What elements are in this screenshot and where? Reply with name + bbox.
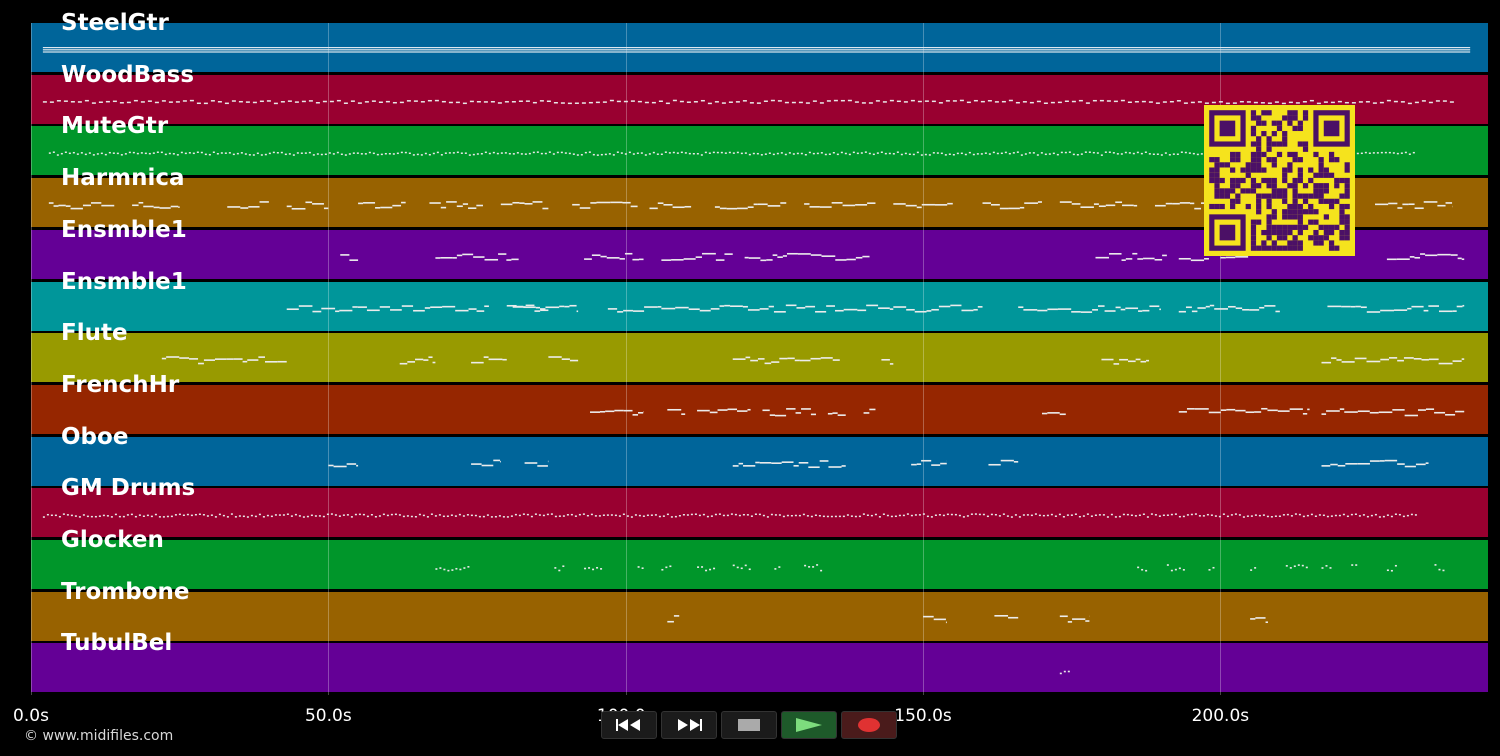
stop-button[interactable]: [721, 711, 777, 739]
track-lane[interactable]: Glocken: [31, 527, 1488, 589]
rewind-button[interactable]: [601, 711, 657, 739]
track-lane[interactable]: TubulBel: [31, 630, 1488, 693]
record-icon: [858, 718, 880, 732]
track-name: MuteGtr: [61, 113, 169, 140]
track-name: TubulBel: [61, 630, 173, 657]
tick-label: 50.0s: [304, 706, 352, 726]
copyright-text: © www.midifiles.com: [24, 728, 174, 744]
track-lane[interactable]: Ensmble1: [31, 269, 1488, 331]
tick-label: 200.0s: [1191, 706, 1250, 726]
track-name: Harmnica: [61, 165, 185, 192]
stop-icon: [738, 719, 760, 731]
track-name: WoodBass: [61, 61, 195, 88]
track-name: FrenchHr: [61, 371, 180, 398]
tick-label: 0.0s: [13, 706, 49, 726]
track-lane[interactable]: Oboe: [31, 424, 1488, 486]
qr-code-graphic: [1209, 110, 1350, 251]
track-lane[interactable]: GM Drums: [31, 475, 1488, 538]
play-icon: [796, 718, 822, 732]
fast-forward-icon: [678, 719, 702, 731]
track-name: Flute: [61, 320, 128, 347]
track-name: Glocken: [61, 527, 164, 553]
track-name: Ensmble1: [61, 268, 187, 295]
play-button[interactable]: [781, 711, 837, 739]
track-name: GM Drums: [61, 475, 196, 502]
transport-controls: [599, 710, 901, 740]
tick-label: 150.0s: [894, 706, 952, 726]
track-name: SteelGtr: [61, 10, 169, 36]
track-lane[interactable]: Flute: [31, 320, 1488, 383]
track-lane[interactable]: SteelGtr: [31, 10, 1488, 72]
fast-forward-button[interactable]: [661, 711, 717, 739]
qr-code-icon[interactable]: [1204, 105, 1355, 256]
track-name: Oboe: [61, 423, 129, 450]
track-lane[interactable]: FrenchHr: [31, 372, 1488, 434]
track-lanes: SteelGtr WoodBass MuteGtr Harmnica Ensmble1 E…: [31, 10, 1488, 695]
record-button[interactable]: [841, 711, 897, 739]
track-name: Trombone: [61, 578, 190, 605]
track-name: Ensmble1: [61, 216, 187, 243]
rewind-icon: [616, 719, 640, 731]
track-lane[interactable]: Trombone: [31, 579, 1488, 641]
